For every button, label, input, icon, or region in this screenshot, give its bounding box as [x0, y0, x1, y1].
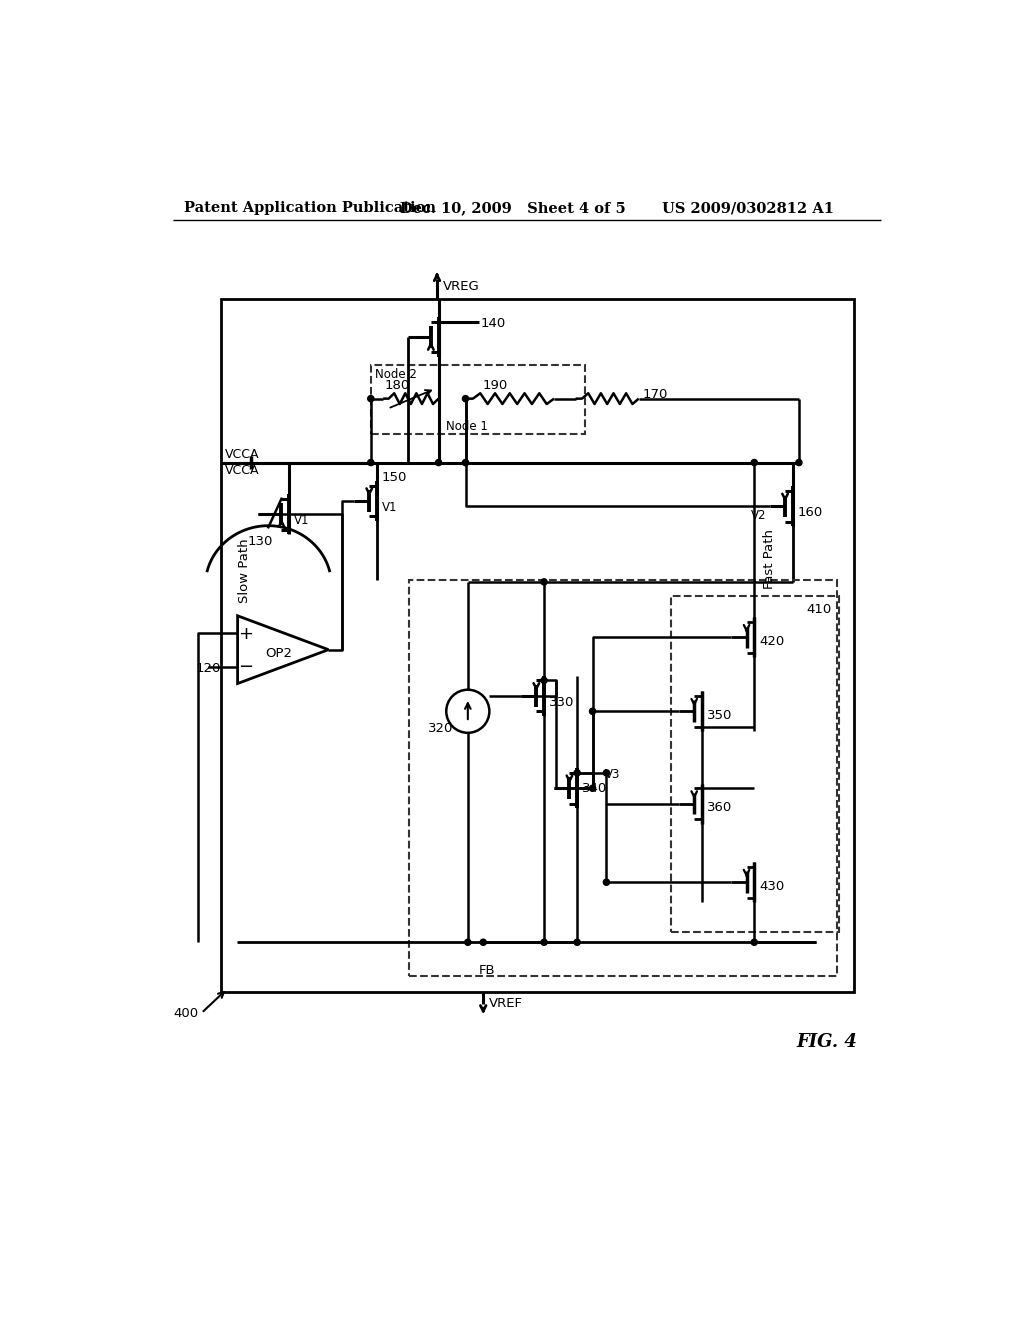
Text: FB: FB	[479, 964, 496, 977]
Text: US 2009/0302812 A1: US 2009/0302812 A1	[662, 202, 834, 215]
Text: 330: 330	[549, 696, 574, 709]
Circle shape	[368, 396, 374, 401]
Text: Dec. 10, 2009   Sheet 4 of 5: Dec. 10, 2009 Sheet 4 of 5	[400, 202, 626, 215]
Text: 420: 420	[759, 635, 784, 648]
Circle shape	[796, 459, 802, 466]
Text: 410: 410	[806, 603, 831, 616]
Circle shape	[541, 578, 547, 585]
Polygon shape	[238, 615, 329, 684]
Circle shape	[574, 940, 581, 945]
Circle shape	[480, 940, 486, 945]
Text: 150: 150	[382, 471, 407, 484]
Circle shape	[603, 879, 609, 886]
Circle shape	[752, 459, 758, 466]
Text: VREF: VREF	[489, 998, 523, 1010]
Text: 360: 360	[707, 801, 732, 814]
Circle shape	[541, 677, 547, 684]
Text: −: −	[239, 657, 254, 676]
Text: Fast Path: Fast Path	[763, 529, 776, 589]
Text: VCCA: VCCA	[224, 447, 259, 461]
Text: 430: 430	[759, 879, 784, 892]
Bar	[410, 581, 838, 977]
Circle shape	[590, 785, 596, 792]
Text: 320: 320	[428, 722, 454, 735]
Text: 350: 350	[707, 709, 732, 722]
Text: 140: 140	[481, 317, 506, 330]
Text: V1: V1	[382, 500, 397, 513]
Text: 120: 120	[196, 663, 220, 676]
Circle shape	[435, 459, 441, 466]
Circle shape	[590, 708, 596, 714]
Circle shape	[463, 459, 469, 466]
Circle shape	[574, 770, 581, 776]
Text: 160: 160	[798, 506, 822, 519]
Circle shape	[463, 396, 469, 401]
Text: VCCA: VCCA	[224, 465, 259, 477]
Text: Node 1: Node 1	[446, 420, 488, 433]
Text: 190: 190	[482, 379, 508, 392]
Text: 130: 130	[248, 535, 273, 548]
Text: V3: V3	[605, 768, 621, 781]
Bar	[671, 595, 839, 932]
Text: V1: V1	[294, 513, 309, 527]
Circle shape	[603, 770, 609, 776]
Text: 180: 180	[385, 379, 410, 392]
Circle shape	[541, 940, 547, 945]
Circle shape	[465, 940, 471, 945]
Text: V2: V2	[752, 510, 767, 523]
Text: OP2: OP2	[265, 647, 293, 660]
Circle shape	[752, 940, 758, 945]
Text: +: +	[239, 626, 254, 643]
Text: VREG: VREG	[443, 280, 480, 293]
Text: 340: 340	[582, 781, 607, 795]
Circle shape	[368, 459, 374, 466]
Text: Node 2: Node 2	[375, 368, 417, 381]
Text: 170: 170	[643, 388, 668, 401]
Bar	[371, 364, 585, 434]
Text: FIG. 4: FIG. 4	[797, 1034, 857, 1051]
Text: 400: 400	[173, 1007, 199, 1019]
Bar	[221, 298, 854, 991]
Text: Patent Application Publication: Patent Application Publication	[184, 202, 436, 215]
Text: Slow Path: Slow Path	[238, 539, 251, 603]
Circle shape	[446, 689, 489, 733]
